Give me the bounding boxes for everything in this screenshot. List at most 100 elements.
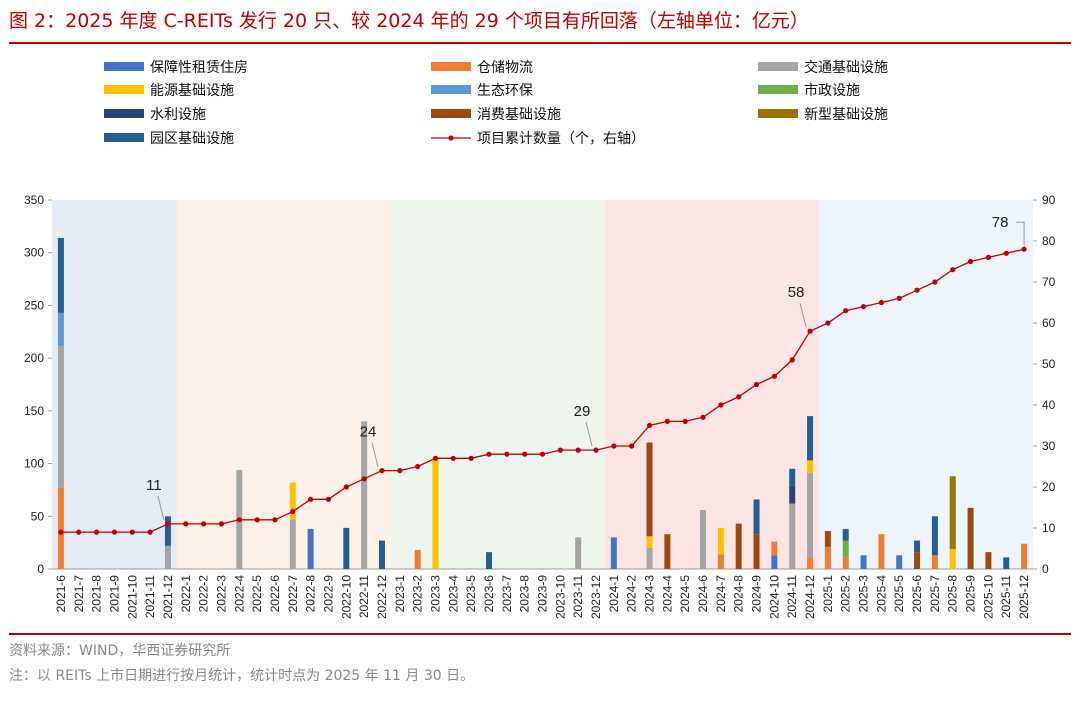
x-tick-label: 2022-6 [268, 575, 282, 613]
cumulative-point [93, 529, 100, 535]
bar-segment [789, 485, 796, 504]
legend-swatch [758, 109, 798, 118]
x-tick-label: 2025-4 [874, 575, 888, 613]
cumulative-point [415, 463, 421, 470]
x-tick-label: 2021-10 [125, 575, 139, 619]
legend-label: 交通基础设施 [804, 59, 888, 76]
bar-segment [289, 519, 296, 569]
bar-segment [664, 534, 671, 569]
bar-segment [771, 541, 778, 556]
bar-segment [878, 534, 885, 569]
cumulative-point [950, 267, 956, 273]
legend-swatch [104, 133, 144, 142]
bar-segment [807, 557, 814, 569]
cumulative-point [111, 529, 118, 535]
cumulative-point [967, 258, 974, 265]
bar-segment [1003, 557, 1010, 569]
background-bands [52, 200, 1033, 569]
bar-segment [771, 555, 778, 569]
x-tick-label: 2022-3 [214, 575, 228, 613]
x-tick-label: 2023-4 [446, 575, 460, 613]
annotation-leader [371, 442, 379, 467]
cumulative-point [218, 521, 225, 527]
bar-segment [343, 527, 350, 569]
bar-segment [842, 540, 849, 557]
cumulative-point [932, 279, 938, 285]
footer-divider [9, 633, 1071, 635]
background-band [818, 200, 1033, 569]
legend-swatch [104, 62, 144, 71]
cumulative-point [432, 455, 439, 461]
annotation-label: 29 [574, 403, 591, 420]
x-tick-label: 2022-4 [232, 575, 246, 613]
chart-title: 图 2：2025 年度 C-REITs 发行 20 只、较 2024 年的 29… [9, 10, 809, 32]
bar-segment [575, 537, 582, 569]
axes: 0 50 100 150 200 250 300 350 0 10 20 30 40 50 60 70 80 90… [24, 193, 1056, 619]
x-tick-label: 2024-10 [767, 575, 781, 619]
bar-segment [824, 531, 831, 547]
x-tick-label: 2025-11 [999, 575, 1013, 618]
x-tick-label: 2022-10 [339, 575, 353, 619]
x-tick-label: 2024-11 [785, 575, 799, 618]
cumulative-point [753, 381, 760, 388]
bar-segment [985, 552, 992, 569]
y-tick-label: 300 [24, 246, 44, 260]
x-tick-label: 2024-3 [643, 575, 657, 613]
bar-segment [646, 536, 653, 548]
x-tick-label: 2022-7 [286, 575, 300, 613]
background-band [52, 200, 177, 569]
bar-segment [361, 421, 368, 569]
cumulative-point [539, 451, 546, 457]
x-tick-label: 2025-6 [910, 575, 924, 613]
legend-label: 园区基础设施 [150, 130, 234, 147]
x-tick-label: 2025-2 [839, 575, 853, 613]
cumulative-point [58, 529, 64, 535]
cumulative-point [379, 468, 385, 474]
x-tick-label: 2025-9 [964, 575, 978, 613]
cumulative-point [611, 443, 617, 449]
x-tick-label: 2023-2 [411, 575, 425, 613]
y2-tick-label: 20 [1042, 480, 1056, 494]
legend-label: 生态环保 [477, 83, 533, 99]
x-tick-label: 2022-2 [197, 575, 211, 613]
cumulative-point [700, 414, 706, 420]
legend-label: 能源基础设施 [150, 82, 234, 99]
cumulative-point [825, 320, 831, 326]
legend-label: 保障性租赁住房 [150, 60, 248, 76]
cumulative-point [557, 447, 563, 453]
legend-swatch [431, 109, 471, 118]
x-tick-label: 2024-12 [803, 575, 817, 619]
cumulative-point [860, 304, 867, 310]
y-tick-label: 0 [37, 562, 44, 576]
annotation-leader [799, 303, 807, 328]
legend-swatch [758, 62, 798, 71]
y2-tick-label: 80 [1042, 234, 1056, 248]
x-tick-label: 2022-5 [250, 575, 264, 613]
x-tick-label: 2022-1 [179, 575, 193, 613]
x-tick-label: 2021-8 [90, 575, 104, 613]
bar-segment [789, 503, 796, 569]
x-tick-label: 2024-5 [678, 575, 692, 613]
cumulative-point [468, 455, 474, 461]
bar-segment [432, 458, 439, 569]
x-tick-label: 2023-1 [393, 575, 407, 613]
bar-segment [789, 468, 796, 486]
x-tick-label: 2023-11 [571, 575, 585, 618]
y-tick-label: 200 [24, 351, 44, 365]
cumulative-point [236, 517, 242, 523]
bar-segment [914, 552, 921, 569]
bar-segment [414, 550, 421, 569]
x-tick-label: 2022-11 [357, 575, 371, 618]
x-tick-label: 2025-8 [946, 575, 960, 613]
legend-line-marker [448, 135, 454, 141]
annotation-label: 24 [360, 424, 377, 441]
title-divider [9, 42, 1071, 44]
y2-tick-label: 50 [1042, 357, 1056, 371]
legend-swatch [104, 109, 144, 118]
legend-label: 市政设施 [804, 82, 860, 99]
annotation-leader [157, 495, 165, 521]
legend-label: 消费基础设施 [477, 106, 561, 123]
x-tick-label: 2025-3 [857, 575, 871, 613]
y-tick-label: 100 [24, 457, 44, 471]
bar-segment [807, 460, 814, 474]
